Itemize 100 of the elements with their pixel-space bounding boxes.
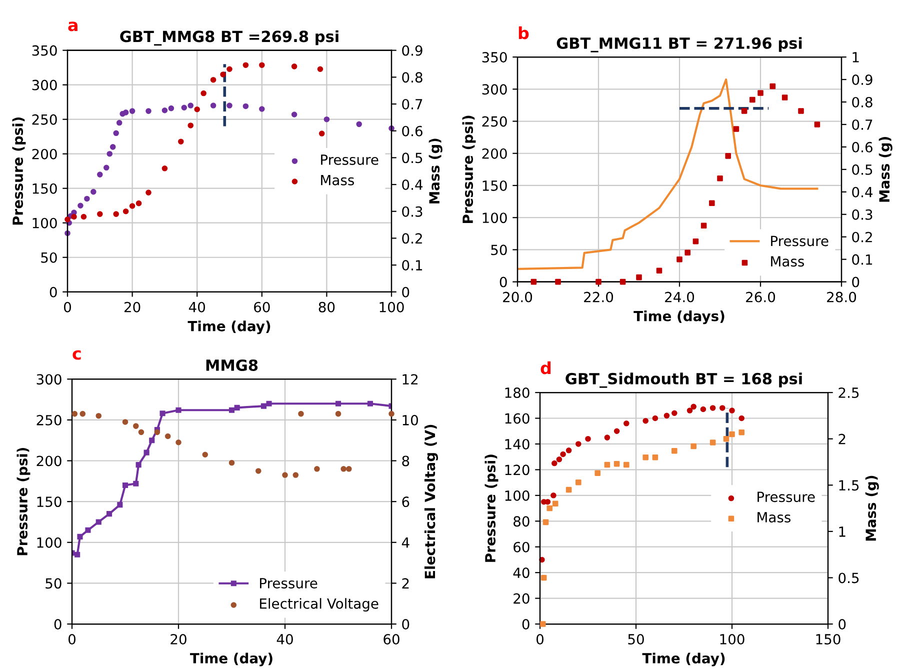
legend-label: Pressure [771, 236, 828, 246]
y-tick-label: 200 [36, 456, 62, 466]
x-axis-title: Time (day) [642, 652, 725, 666]
y2-tick-label: 0.9 [852, 74, 872, 85]
y2-tick-label: 4 [402, 538, 410, 548]
x-tick-label: 20.0 [503, 292, 532, 302]
y-tick-label: 50 [41, 252, 57, 263]
y2-tick-label: 0.2 [402, 233, 422, 244]
y2-tick-label: 2 [838, 434, 846, 444]
y-tick-label: 80 [514, 516, 530, 527]
x-tick-label: 22.0 [584, 292, 614, 302]
legend-label: Electrical Voltage [260, 598, 378, 612]
y-tick-label: 150 [32, 183, 57, 194]
text: d [540, 361, 551, 374]
y-tick-label: 250 [36, 414, 62, 426]
x-tick-label: 0 [64, 302, 71, 312]
y-axis-title: Pressure (psi) [12, 117, 26, 225]
y2-tick-label: 12 [402, 374, 418, 384]
y-tick-label: 50 [491, 244, 507, 256]
y-tick-label: 350 [482, 52, 507, 63]
y-axis-title: Pressure (psi) [484, 454, 498, 562]
chart-title: GBT_MMG11 BT = 271.96 psi [556, 37, 802, 52]
y-tick-label: 100 [32, 218, 57, 228]
y-tick-label: 120 [505, 464, 530, 476]
x-tick-label: 20 [124, 302, 140, 312]
y-tick-label: 200 [482, 148, 507, 159]
legend-label: Pressure [321, 154, 378, 165]
y-tick-label: 100 [482, 212, 507, 224]
y2-tick-label: 0 [402, 619, 410, 630]
x-tick-label: 40 [188, 302, 206, 312]
y2-tick-label: 0.7 [402, 98, 422, 110]
x-tick-label: 80 [318, 302, 335, 312]
legend-label: Mass [758, 512, 790, 523]
x-axis-title: Time (days) [634, 310, 724, 324]
chart-title: GBT_Sidmouth BT = 168 psi [566, 372, 802, 388]
y-tick-label: 0 [54, 619, 62, 630]
y2-tick-label: 0 [852, 276, 860, 288]
x-axis-title: Time (day) [190, 652, 272, 666]
x-tick-label: 0 [536, 634, 544, 645]
x-tick-label: 26.0 [746, 292, 776, 302]
y-tick-label: 50 [46, 578, 62, 589]
x-tick-label: 20 [170, 634, 186, 645]
y2-tick-label: 0.9 [402, 45, 422, 56]
y2-tick-label: 0.6 [852, 142, 872, 152]
y2-tick-label: 8 [402, 456, 410, 466]
y-tick-label: 100 [505, 490, 530, 501]
y-tick-label: 20 [514, 593, 530, 604]
chart-title: MMG8 [206, 359, 258, 371]
x-tick-label: 24.0 [665, 292, 694, 302]
y-tick-label: 300 [32, 80, 57, 90]
y-tick-label: 180 [505, 388, 530, 398]
y2-tick-label: 1.5 [839, 480, 859, 491]
y-tick-label: 350 [32, 45, 57, 56]
y2-tick-label: 0.1 [852, 254, 872, 265]
y2-tick-label: 6 [402, 496, 410, 508]
y2-tick-label: 0.5 [838, 572, 859, 584]
y2-axis-title: Mass (g) [878, 137, 892, 202]
y2-tick-label: 10 [402, 414, 418, 426]
legend-label: Pressure [260, 578, 318, 588]
y-tick-label: 250 [482, 116, 507, 127]
y-tick-label: 0 [500, 276, 507, 288]
y2-tick-label: 2 [402, 578, 409, 588]
legend-label: Pressure [758, 492, 815, 502]
y-tick-label: 200 [32, 148, 57, 160]
y2-tick-label: 0.3 [852, 209, 872, 220]
y2-axis-title: Electrical Voltag (V) [424, 424, 438, 578]
text: c [72, 350, 81, 360]
y2-tick-label: 0.5 [852, 164, 872, 175]
y-tick-label: 0 [522, 619, 530, 630]
y-tick-label: 100 [37, 537, 62, 548]
y2-axis-title: Mass (g) [428, 138, 442, 204]
y-tick-label: 150 [37, 496, 62, 508]
y2-tick-label: 0.3 [402, 206, 422, 217]
y-tick-label: 250 [32, 114, 57, 125]
y2-tick-label: 1 [852, 52, 859, 62]
y2-tick-label: 0 [838, 619, 846, 630]
y-axis-title: Pressure (psi) [462, 116, 476, 223]
y2-tick-label: 0.6 [402, 126, 422, 136]
y-tick-label: 160 [505, 413, 530, 424]
y-tick-label: 140 [505, 438, 530, 450]
y-tick-label: 300 [36, 374, 62, 385]
chart-title: GBT_MMG8 BT =269.8 psi [120, 30, 338, 46]
y2-tick-label: 2.5 [838, 388, 859, 398]
y2-tick-label: 0.4 [402, 179, 423, 190]
y2-tick-label: 0.5 [402, 152, 422, 164]
y2-tick-label: 0.1 [402, 260, 422, 271]
legend-label: Mass [771, 256, 804, 267]
y2-tick-label: 0.7 [852, 119, 872, 130]
x-tick-label: 40 [276, 634, 293, 645]
y2-tick-label: 0.8 [852, 96, 872, 108]
x-tick-label: 100 [380, 302, 404, 312]
text: b [518, 26, 529, 40]
x-tick-label: 60 [384, 634, 400, 645]
y-tick-label: 300 [482, 84, 507, 95]
y-tick-label: 150 [482, 180, 507, 191]
x-tick-label: 50 [628, 634, 644, 645]
y2-tick-label: 0.8 [402, 72, 422, 83]
x-axis-title: Time (day) [188, 320, 270, 334]
text: a [68, 22, 78, 32]
x-tick-label: 100 [720, 634, 744, 645]
